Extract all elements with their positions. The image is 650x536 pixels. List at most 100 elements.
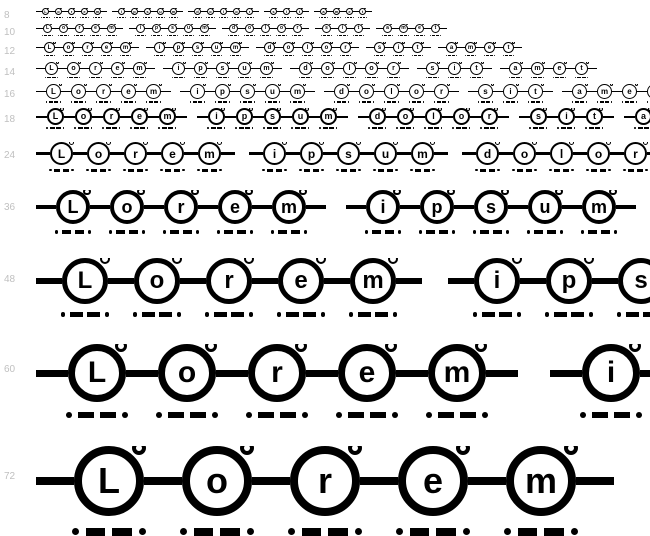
glyph: e xyxy=(488,45,491,51)
dash-mark xyxy=(165,169,171,172)
under-mark xyxy=(133,312,182,317)
connector xyxy=(273,68,282,70)
dash-mark xyxy=(297,17,299,18)
under-mark xyxy=(240,101,256,103)
bead-tag xyxy=(47,8,49,9)
dash-mark xyxy=(625,101,629,103)
dot-mark xyxy=(120,55,121,56)
bead-tag xyxy=(144,62,147,64)
glyph: i xyxy=(494,269,501,293)
dot-mark xyxy=(312,55,313,56)
connector xyxy=(36,28,43,29)
dot-mark xyxy=(463,528,470,535)
dash-mark xyxy=(86,528,106,536)
connector xyxy=(544,68,553,70)
bead-m: m xyxy=(320,108,337,125)
glyph: r xyxy=(71,10,73,14)
connector xyxy=(612,91,622,93)
dash-mark xyxy=(220,528,240,536)
connector xyxy=(177,11,183,12)
dot-mark xyxy=(145,77,146,78)
connector xyxy=(522,68,531,70)
dot-mark xyxy=(553,77,554,78)
dot-mark xyxy=(617,312,622,317)
bead-tag xyxy=(50,24,52,25)
bead-r: r xyxy=(206,258,252,304)
glyph: L xyxy=(68,198,79,216)
bead-o: o xyxy=(397,108,414,125)
dash-mark xyxy=(304,169,310,172)
connector xyxy=(229,68,238,70)
dash-mark xyxy=(137,169,143,172)
dash-mark xyxy=(243,101,247,103)
dot-mark xyxy=(319,127,321,129)
dot-mark xyxy=(528,101,530,103)
bead-tag xyxy=(569,142,574,145)
bead-u: u xyxy=(184,24,193,33)
glyph: m xyxy=(468,45,473,51)
connector xyxy=(323,152,337,155)
dot-mark xyxy=(199,35,200,36)
glyph: e xyxy=(137,112,142,121)
dash-mark xyxy=(154,101,158,103)
glyph: i xyxy=(159,45,161,51)
dash-mark xyxy=(137,35,140,36)
dot-mark xyxy=(102,127,104,129)
bead-u: u xyxy=(238,62,251,75)
bead-string: Loremipsumdolorsitamet xyxy=(36,142,650,165)
connector xyxy=(36,278,62,284)
glyph: o xyxy=(325,65,329,72)
dot-mark xyxy=(395,169,397,171)
dash-mark xyxy=(490,127,495,129)
bead-e: e xyxy=(553,62,566,75)
under-mark xyxy=(290,101,306,103)
bead-m: m xyxy=(272,190,306,224)
bead-tag xyxy=(98,24,100,25)
under-mark xyxy=(503,101,519,103)
dot-mark xyxy=(408,35,409,36)
dash-mark xyxy=(536,101,540,103)
glyph: m xyxy=(294,88,301,96)
dash-mark xyxy=(638,127,643,129)
under-mark xyxy=(478,101,494,103)
dot-mark xyxy=(277,312,282,317)
bead-i: i xyxy=(118,8,125,15)
connector xyxy=(116,28,123,29)
connector xyxy=(294,47,302,48)
dash-mark xyxy=(460,412,476,418)
specimen-row-14: Loremipsumdolorsitamet xyxy=(36,62,650,75)
dash-mark xyxy=(278,35,281,36)
dot-mark xyxy=(93,17,94,18)
under-mark xyxy=(412,55,424,56)
dot-mark xyxy=(74,127,76,129)
dot-mark xyxy=(557,127,559,129)
bead-u: u xyxy=(211,42,222,53)
bead-string: Loremipsumdolorsitamet xyxy=(36,24,650,33)
under-mark xyxy=(123,169,147,172)
bead-tag xyxy=(116,108,120,111)
dot-mark xyxy=(82,55,83,56)
under-mark xyxy=(528,101,544,103)
dot-mark xyxy=(217,230,220,233)
dot-mark xyxy=(321,55,322,56)
bead-tag xyxy=(422,84,426,86)
dash-mark xyxy=(489,169,495,172)
bead-p: p xyxy=(546,258,592,304)
bead-tag xyxy=(78,62,81,64)
connector xyxy=(337,116,348,118)
glyph: o xyxy=(62,26,65,31)
bead-tag xyxy=(481,62,484,64)
dot-mark xyxy=(412,55,413,56)
dot-mark xyxy=(299,169,301,171)
bead-o: o xyxy=(75,108,92,125)
dash-mark xyxy=(456,127,461,129)
bead-L: L xyxy=(62,258,108,304)
glyph: o xyxy=(178,358,196,388)
under-mark xyxy=(46,127,64,129)
under-mark xyxy=(288,528,362,536)
under-mark xyxy=(192,55,204,56)
under-mark xyxy=(264,55,276,56)
under-mark xyxy=(269,17,278,18)
under-mark xyxy=(332,17,341,18)
under-mark xyxy=(101,55,113,56)
